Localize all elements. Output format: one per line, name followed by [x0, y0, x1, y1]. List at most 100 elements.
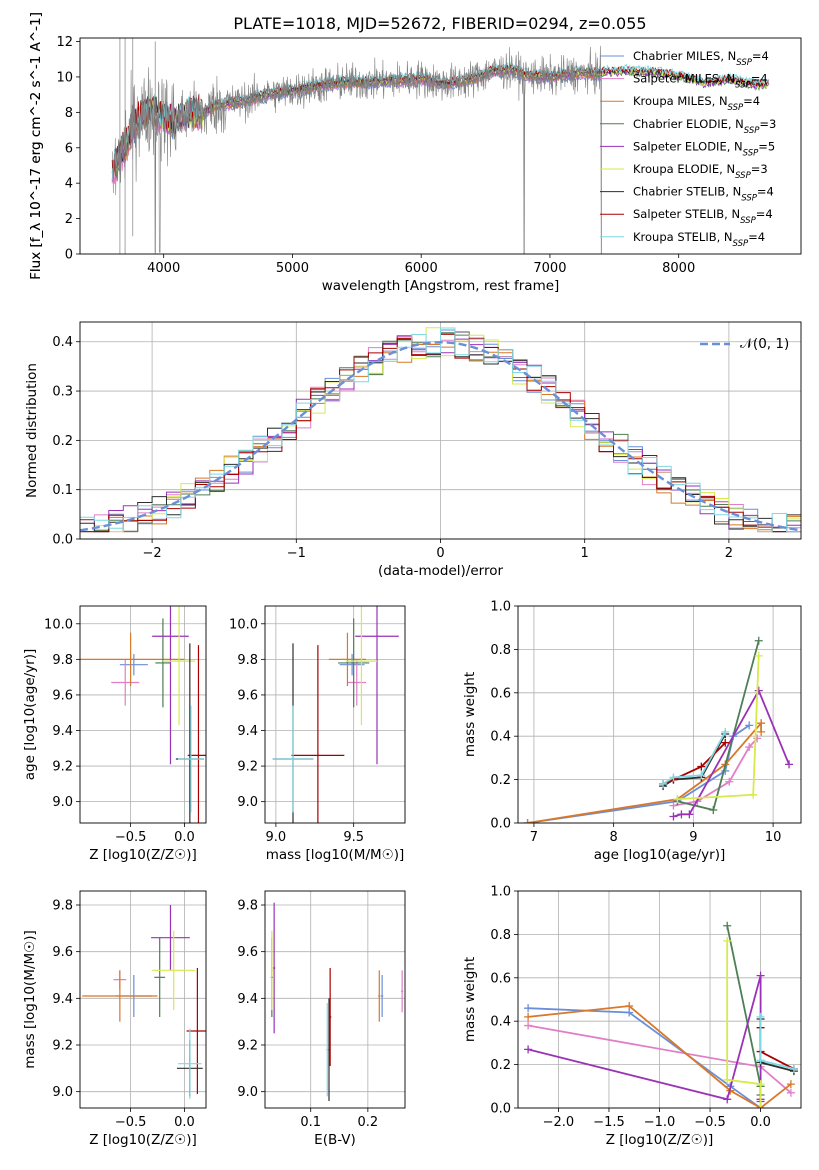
y-tick-label: 0.2 — [52, 434, 73, 449]
y-tick-label: 9.2 — [52, 760, 73, 775]
y-tick-label: 4 — [65, 177, 73, 192]
y-axis-label: Normed distribution — [24, 363, 40, 498]
series-marker — [754, 636, 763, 645]
y-tick-label: 9.6 — [237, 945, 258, 960]
y-tick-label: 9.2 — [52, 1039, 73, 1054]
x-tick-label: 0.2 — [358, 1115, 379, 1130]
x-tick-label: −1 — [287, 546, 306, 561]
legend-label: Chabrier MILES, NSSP=4 — [633, 49, 769, 68]
series-marker — [756, 1080, 765, 1089]
axes-frame — [517, 605, 802, 824]
series-marker — [723, 1095, 732, 1104]
residual-histogram-step — [80, 327, 801, 533]
x-tick-label: 5000 — [276, 261, 309, 276]
series-line — [726, 940, 762, 1108]
series-marker — [677, 810, 686, 819]
series-marker — [669, 812, 678, 821]
y-tick-label: 0.0 — [490, 817, 511, 832]
x-tick-label: 10 — [765, 830, 782, 845]
chart-mass_weight_vs_Z: −2.0 −1.5 −1.0 −0.5 0.0 0.0 0.2 0.4 0.6 0.8 1.0 Z [… — [462, 885, 802, 1148]
axes-frame — [79, 890, 207, 1109]
legend-label: Kroupa ELODIE, NSSP=3 — [633, 162, 768, 181]
figure-title: PLATE=1018, MJD=52672, FIBERID=0294, z=0… — [233, 14, 646, 33]
y-tick-label: 0.4 — [490, 730, 511, 745]
series-marker — [756, 971, 765, 980]
y-tick-label: 9.4 — [52, 992, 73, 1007]
series-line — [662, 731, 727, 785]
legend-label: Salpeter STELIB, NSSP=4 — [633, 207, 773, 226]
x-axis-label: Z [log10(Z/Z☉)] — [89, 847, 197, 863]
series-marker — [685, 810, 694, 819]
y-tick-label: 1.0 — [490, 600, 511, 615]
x-tick-label: 1 — [581, 546, 589, 561]
plot-area — [270, 902, 404, 1101]
series-marker — [721, 738, 730, 747]
series-line — [759, 1027, 795, 1070]
y-tick-label: 0.0 — [490, 1102, 511, 1117]
y-axis-label: mass weight — [462, 672, 478, 757]
series-marker — [697, 771, 706, 780]
series-marker — [669, 801, 678, 810]
y-tick-label: 9.0 — [52, 1085, 73, 1100]
chart-age_vs_Z: −0.5 0.0 9.0 9.2 9.4 9.6 9.8 10.0 Z [log10(Z/Z☉)… — [22, 605, 207, 863]
series-marker — [659, 779, 668, 788]
x-tick-label: −0.5 — [115, 1115, 147, 1130]
chart-age_vs_mass: 9.0 9.5 9.0 9.2 9.4 9.6 9.8 10.0 mass [log10(M/M… — [229, 605, 406, 863]
x-tick-label: 0 — [436, 546, 444, 561]
chart-mass_vs_Z: −0.5 0.0 9.0 9.2 9.4 9.6 9.8 Z [log10(Z/Z☉)] mas… — [22, 890, 207, 1148]
series-marker — [756, 1012, 765, 1021]
axes-frame — [79, 605, 207, 824]
series-marker — [524, 1012, 533, 1021]
observed-spectrum-line — [111, 45, 602, 254]
model-spectrum-line — [111, 61, 770, 181]
x-axis-label: Z [log10(Z/Z☉)] — [606, 1132, 714, 1148]
x-tick-label: 8000 — [662, 261, 695, 276]
chart-spectrum: 4000 5000 6000 7000 8000 0 2 4 6 8 10 12 wavelength … — [28, 12, 802, 294]
model-spectrum-line — [111, 64, 770, 176]
y-tick-label: 9.0 — [237, 1085, 258, 1100]
axes-frame — [79, 321, 802, 540]
x-tick-label: −1.0 — [644, 1115, 676, 1130]
chart-residuals: −2 −1 0 1 2 0.0 0.1 0.2 0.3 0.4 (data-model)/error… — [24, 321, 802, 579]
y-axis-label: Flux [f_λ 10^-17 erg cm^-2 s^-1 A^-1] — [28, 12, 44, 280]
y-tick-label: 9.8 — [237, 653, 258, 668]
legend: Chabrier MILES, NSSP=4 Salpeter MILES, NS… — [600, 49, 776, 249]
x-tick-label: 8 — [610, 830, 618, 845]
plot-area — [523, 636, 794, 823]
legend-label: Salpeter ELODIE, NSSP=5 — [633, 139, 775, 158]
y-tick-label: 0.2 — [490, 1058, 511, 1073]
y-tick-label: 9.0 — [237, 795, 258, 810]
axes-frame — [79, 37, 802, 255]
legend-label: Chabrier ELODIE, NSSP=3 — [633, 117, 776, 136]
series-marker — [745, 721, 754, 730]
x-tick-label: 4000 — [147, 261, 180, 276]
y-tick-label: 0 — [65, 248, 73, 263]
series-line — [726, 925, 762, 1095]
series-marker — [723, 936, 732, 945]
y-tick-label: 9.6 — [237, 688, 258, 703]
y-tick-label: 9.0 — [52, 795, 73, 810]
series-marker — [749, 790, 758, 799]
y-tick-label: 0.1 — [52, 483, 73, 498]
axes-frame — [264, 605, 406, 824]
series-marker — [757, 727, 766, 736]
series-line — [527, 724, 750, 823]
x-tick-label: 0.0 — [750, 1115, 771, 1130]
series-marker — [523, 819, 532, 823]
y-axis-label: mass [log10(M/M☉)] — [22, 930, 38, 1069]
y-tick-label: 9.2 — [237, 760, 258, 775]
x-axis-label: E(B-V) — [314, 1132, 356, 1148]
series-marker — [673, 795, 682, 804]
y-tick-label: 0.4 — [490, 1015, 511, 1030]
x-tick-label: 7 — [530, 830, 538, 845]
plot-area — [111, 38, 770, 254]
y-tick-label: 12 — [56, 35, 73, 50]
plot-area — [80, 606, 206, 823]
series-marker — [669, 773, 678, 782]
y-tick-label: 0.4 — [52, 335, 73, 350]
series-marker — [745, 743, 754, 752]
series-marker — [786, 1080, 795, 1089]
x-tick-label: 7000 — [533, 261, 566, 276]
series-marker — [524, 1004, 533, 1013]
y-tick-label: 9.6 — [52, 688, 73, 703]
